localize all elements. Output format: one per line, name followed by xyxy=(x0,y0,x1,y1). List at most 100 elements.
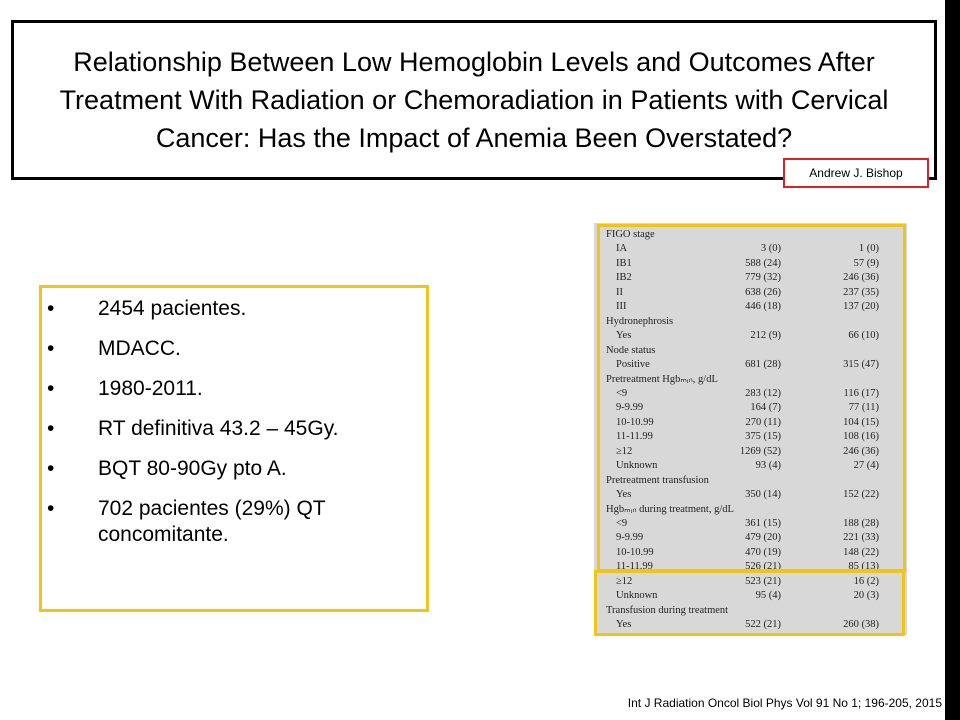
row-value-b: 77 (11) xyxy=(848,402,879,414)
row-value-a: 93 (4) xyxy=(755,460,781,472)
table-row: 10-10.99 470 (19) 148 (22) xyxy=(594,546,907,560)
bullet-text: 1980-2011. xyxy=(98,377,203,400)
row-label: 9-9.99 xyxy=(616,532,644,544)
row-label: <9 xyxy=(616,387,628,399)
row-value-b: 66 (10) xyxy=(848,330,879,342)
row-value-a: 446 (18) xyxy=(745,301,781,313)
row-label: Yes xyxy=(616,619,632,631)
table-row: Yes 350 (14) 152 (22) xyxy=(594,488,907,502)
row-label: ≥12 xyxy=(616,575,633,587)
table-row: Node status xyxy=(594,344,907,358)
row-value-b: 315 (47) xyxy=(843,359,879,371)
table-row: Transfusion during treatment xyxy=(594,604,907,618)
row-label: IB2 xyxy=(616,272,632,284)
bullet-item: • 1980-2011. xyxy=(47,376,418,402)
bullet-item: • 702 pacientes (29%) QT concomitante. xyxy=(47,496,418,548)
right-edge-bar xyxy=(945,0,960,720)
row-value-b: 27 (4) xyxy=(853,460,879,472)
row-label: IB1 xyxy=(616,257,632,269)
table-row: ≥12 1269 (52) 246 (36) xyxy=(594,445,907,459)
row-label: Yes xyxy=(616,330,632,342)
table-row: 10-10.99 270 (11) 104 (15) xyxy=(594,416,907,430)
row-value-a: 479 (20) xyxy=(745,532,781,544)
citation: Int J Radiation Oncol Biol Phys Vol 91 N… xyxy=(627,696,942,710)
table-row: Pretreatment Hgbₘᵢₙ, g/dL xyxy=(594,373,907,387)
row-label: ≥12 xyxy=(616,445,633,457)
row-label: Node status xyxy=(606,344,656,356)
row-value-b: 20 (3) xyxy=(853,590,879,602)
table-row: Hydronephrosis xyxy=(594,315,907,329)
bullet-text: 702 pacientes (29%) QT concomitante. xyxy=(98,497,326,546)
bullet-marker: • xyxy=(47,377,55,400)
bullet-box: • 2454 pacientes. • MDACC. • 1980-2011. • RT… xyxy=(39,285,429,612)
row-label: III xyxy=(616,301,627,313)
row-value-b: 237 (35) xyxy=(843,286,879,298)
row-value-a: 681 (28) xyxy=(745,359,781,371)
bullet-marker: • xyxy=(47,337,55,360)
table-row: 11-11.99 526 (21) 85 (13) xyxy=(594,560,907,574)
row-value-b: 116 (17) xyxy=(843,387,879,399)
row-label: II xyxy=(616,286,623,298)
row-label: Hgbₘᵢₙ during treatment, g/dL xyxy=(606,503,734,515)
row-label: Pretreatment transfusion xyxy=(606,474,709,486)
row-value-b: 246 (36) xyxy=(843,445,879,457)
row-value-b: 85 (13) xyxy=(848,561,879,573)
table-row: Positive 681 (28) 315 (47) xyxy=(594,358,907,372)
slide-title: Relationship Between Low Hemoglobin Leve… xyxy=(59,47,889,153)
row-value-a: 522 (21) xyxy=(745,619,781,631)
table-row: Yes 212 (9) 66 (10) xyxy=(594,329,907,343)
row-value-b: 260 (38) xyxy=(843,619,879,631)
table-row: Yes 522 (21) 260 (38) xyxy=(594,618,907,632)
row-value-a: 523 (21) xyxy=(745,575,781,587)
table-row: IA 3 (0) 1 (0) xyxy=(594,242,907,256)
row-label: Unknown xyxy=(616,590,658,602)
row-label: FIGO stage xyxy=(606,229,655,240)
row-value-a: 470 (19) xyxy=(745,546,781,558)
row-value-b: 152 (22) xyxy=(843,489,879,501)
row-value-a: 779 (32) xyxy=(745,272,781,284)
row-label: <9 xyxy=(616,518,628,529)
row-value-b: 16 (2) xyxy=(853,575,879,587)
title-box: Relationship Between Low Hemoglobin Leve… xyxy=(11,20,937,180)
table-row: Unknown 93 (4) 27 (4) xyxy=(594,459,907,473)
row-value-b: 57 (9) xyxy=(853,257,879,269)
row-value-a: 3 (0) xyxy=(760,243,781,255)
bullet-text: MDACC. xyxy=(98,337,181,360)
row-label: 11-11.99 xyxy=(616,431,653,443)
row-value-b: 246 (36) xyxy=(843,272,879,284)
row-label: Hydronephrosis xyxy=(606,315,674,327)
row-value-a: 361 (15) xyxy=(745,518,781,529)
row-label: 10-10.99 xyxy=(616,416,654,428)
author-label: Andrew J. Bishop xyxy=(783,158,929,188)
bullet-item: • BQT 80-90Gy pto A. xyxy=(47,456,418,482)
row-label: 9-9.99 xyxy=(616,402,644,414)
table-row: 9-9.99 164 (7) 77 (11) xyxy=(594,401,907,415)
row-value-a: 95 (4) xyxy=(755,590,781,602)
bullet-list: • 2454 pacientes. • MDACC. • 1980-2011. • RT… xyxy=(47,296,418,562)
row-value-b: 104 (15) xyxy=(843,416,879,428)
bullet-marker: • xyxy=(47,417,55,440)
row-value-b: 148 (22) xyxy=(843,546,879,558)
table-row: 9-9.99 479 (20) 221 (33) xyxy=(594,531,907,545)
bullet-text: 2454 pacientes. xyxy=(98,297,247,320)
row-value-a: 212 (9) xyxy=(750,330,781,342)
row-value-b: 221 (33) xyxy=(843,532,879,544)
table-row: III 446 (18) 137 (20) xyxy=(594,300,907,314)
row-value-a: 283 (12) xyxy=(745,387,781,399)
table-row: ≥12 523 (21) 16 (2) xyxy=(594,575,907,589)
table-row: IB1 588 (24) 57 (9) xyxy=(594,257,907,271)
bullet-marker: • xyxy=(47,297,55,320)
row-label: Positive xyxy=(616,359,650,371)
row-value-a: 638 (26) xyxy=(745,286,781,298)
bullet-text: RT definitiva 43.2 – 45Gy. xyxy=(98,417,339,440)
row-label: Yes xyxy=(616,489,632,501)
row-value-b: 1 (0) xyxy=(858,243,879,255)
table-row: FIGO stage xyxy=(594,228,907,242)
patient-characteristics-table: FIGO stage IA 3 (0) 1 (0) IB1 588 (24) 57 (9) I… xyxy=(594,223,907,635)
row-value-a: 588 (24) xyxy=(745,257,781,269)
bullet-marker: • xyxy=(47,457,55,480)
row-value-a: 526 (21) xyxy=(745,561,781,573)
bullet-item: • 2454 pacientes. xyxy=(47,296,418,322)
table-row: II 638 (26) 237 (35) xyxy=(594,286,907,300)
row-label: IA xyxy=(616,243,628,255)
